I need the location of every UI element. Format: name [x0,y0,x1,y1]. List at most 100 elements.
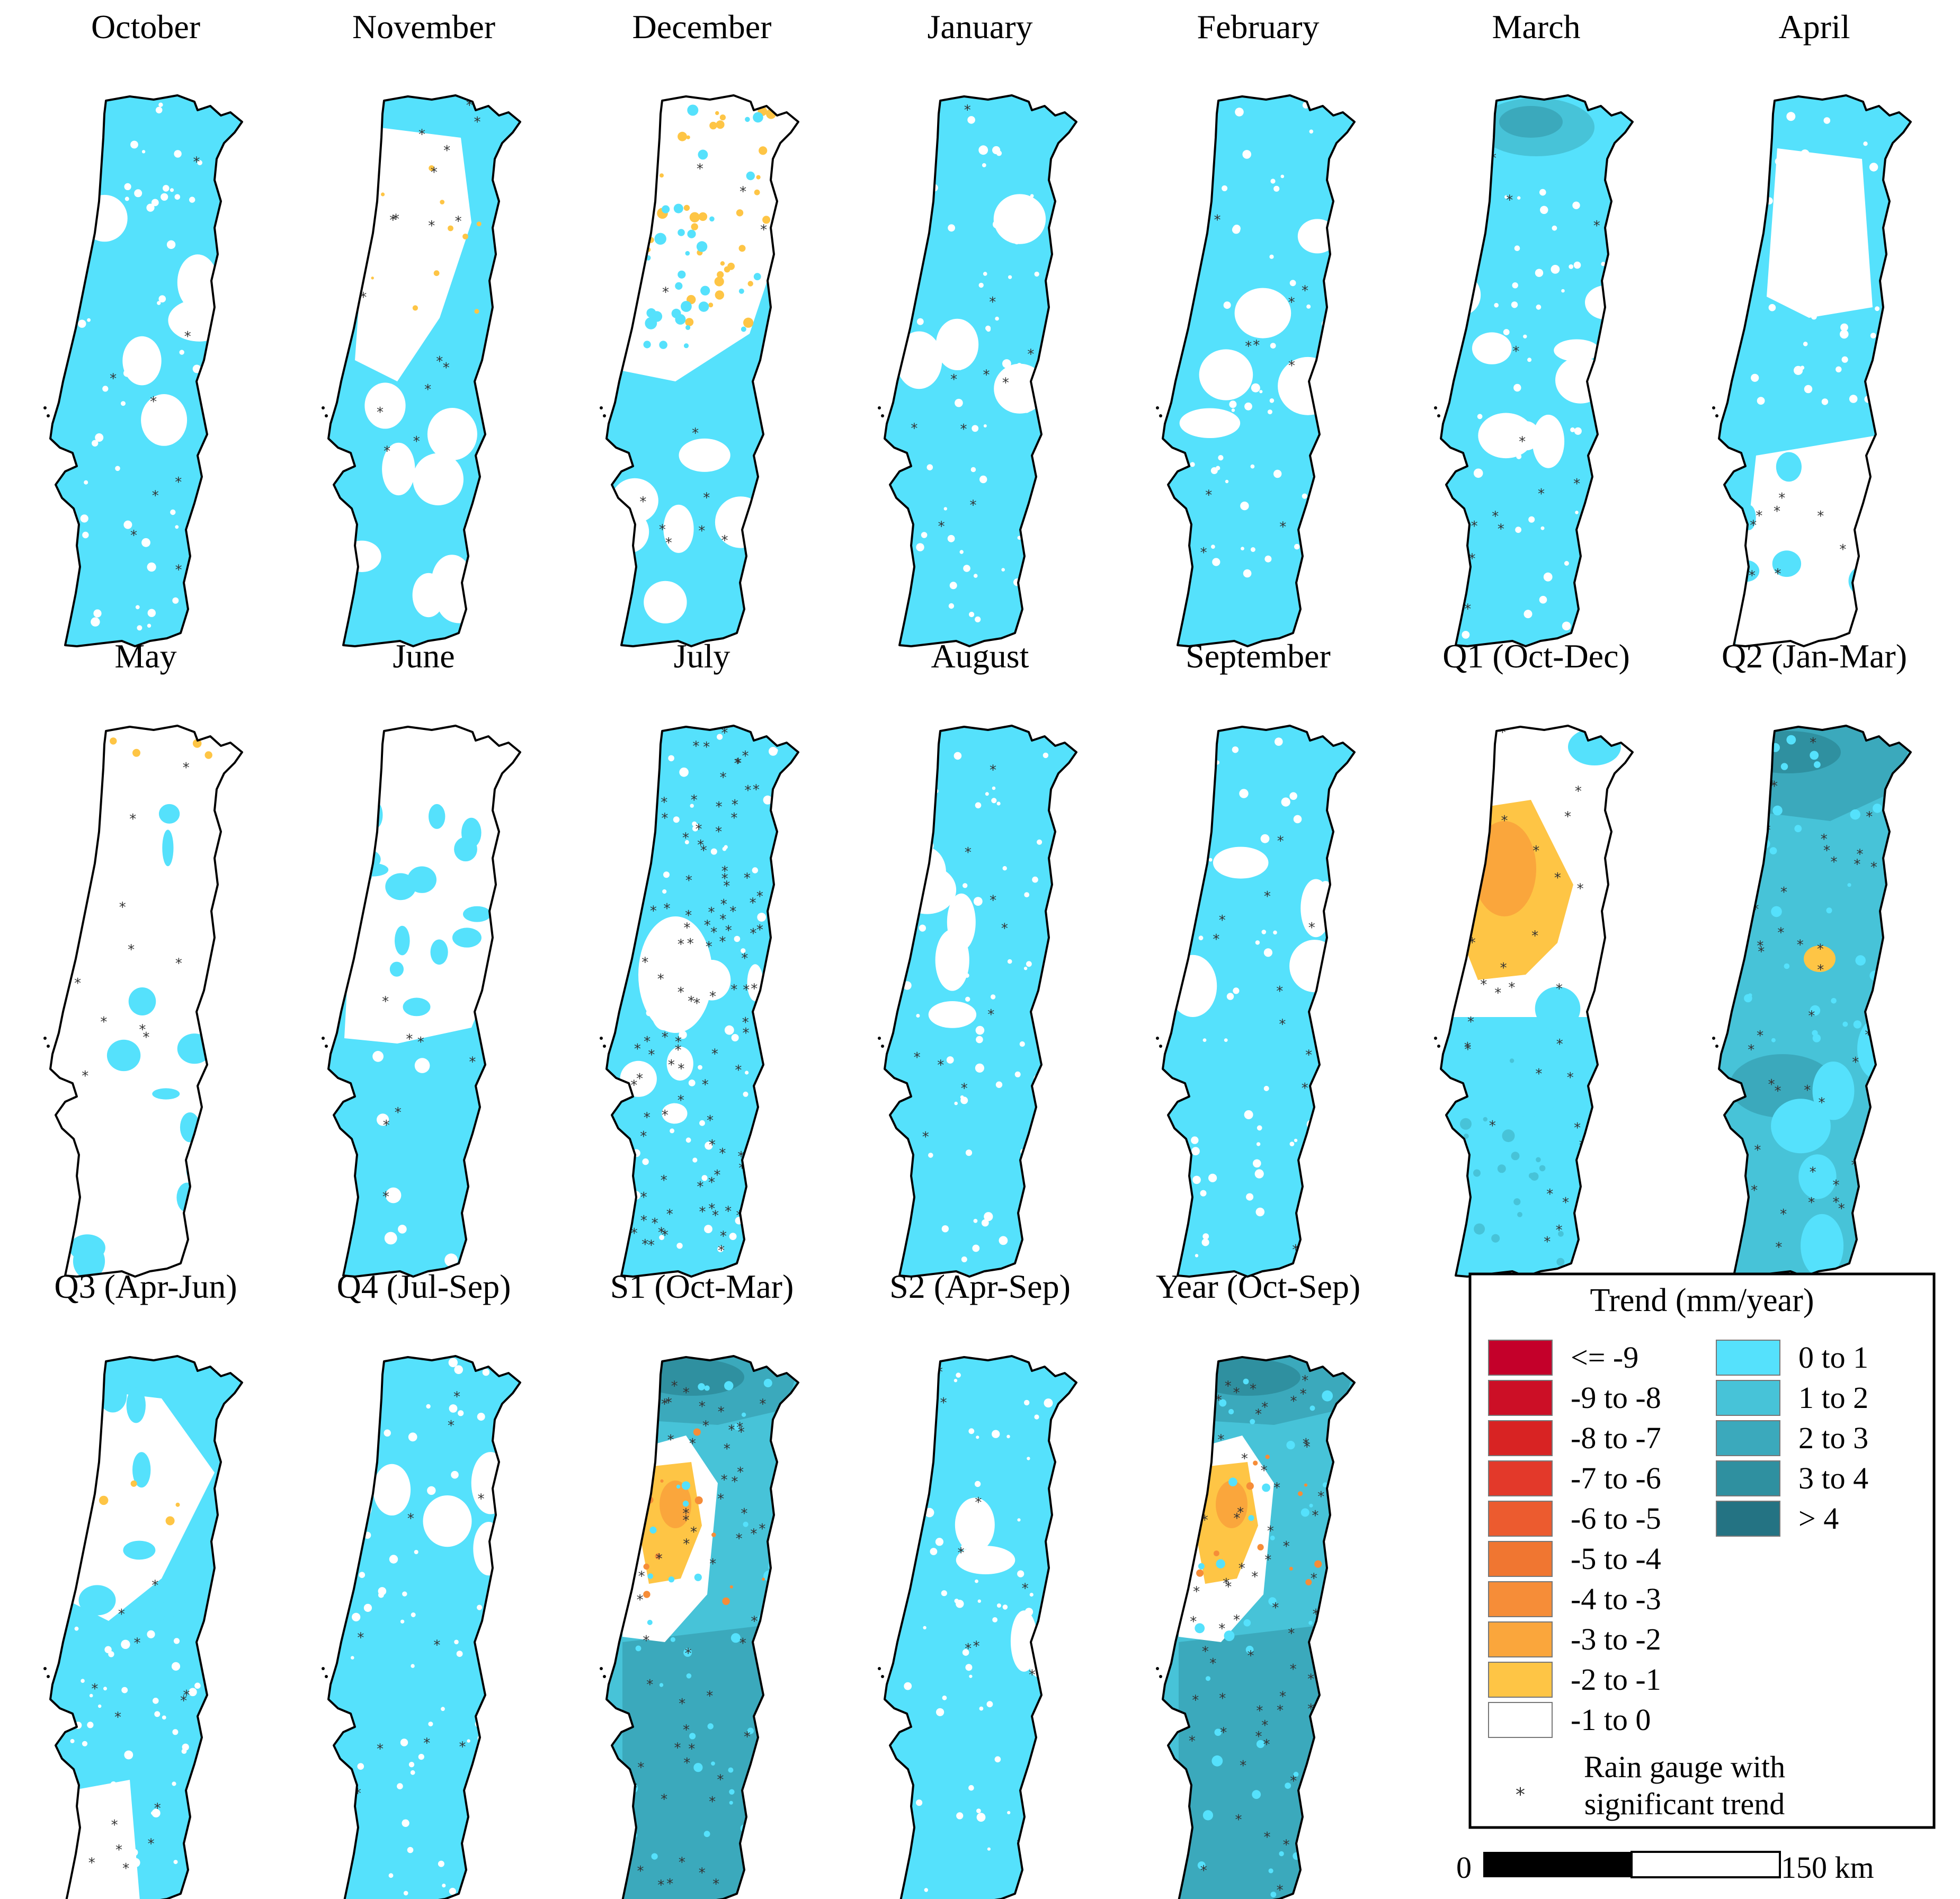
svg-text:*: * [483,1038,490,1054]
svg-text:*: * [1235,1812,1242,1828]
svg-text:*: * [1239,1561,1245,1577]
svg-text:*: * [718,1243,725,1259]
legend-swatch [1488,1541,1553,1577]
svg-text:*: * [661,1791,667,1807]
svg-text:*: * [478,1492,485,1508]
legend-swatch [1716,1501,1780,1537]
svg-text:*: * [139,1022,146,1038]
legend-swatch [1488,1380,1553,1416]
svg-text:*: * [1202,1644,1209,1660]
svg-text:*: * [1749,568,1756,584]
svg-text:*: * [1596,983,1603,999]
svg-text:*: * [1810,735,1816,751]
svg-text:*: * [687,936,694,952]
legend-swatch [1488,1501,1553,1537]
svg-text:*: * [642,955,648,970]
svg-text:*: * [110,371,117,387]
svg-text:*: * [649,728,656,744]
trend-map-panel: ****************************************… [600,725,799,1278]
svg-text:*: * [990,893,996,908]
svg-text:*: * [1564,809,1571,825]
svg-text:*: * [1833,1178,1840,1193]
svg-text:*: * [1290,1662,1297,1678]
svg-text:*: * [736,1531,743,1547]
svg-text:*: * [938,519,945,535]
svg-text:*: * [1593,218,1600,234]
svg-text:*: * [1283,1838,1290,1853]
svg-text:*: * [742,1015,749,1031]
legend-swatch [1488,1340,1553,1376]
svg-text:*: * [1533,843,1539,859]
svg-text:*: * [1464,601,1471,617]
svg-text:*: * [134,1636,141,1652]
svg-text:*: * [1192,1693,1199,1709]
svg-text:*: * [1213,932,1219,948]
svg-text:*: * [744,1729,751,1745]
legend-swatch [1488,1420,1553,1456]
svg-text:*: * [640,1129,647,1145]
svg-text:*: * [662,1227,669,1243]
svg-text:*: * [1288,295,1295,311]
svg-text:*: * [175,562,182,578]
svg-text:*: * [1775,1084,1781,1100]
svg-text:*: * [1751,1183,1758,1199]
svg-text:*: * [704,918,711,934]
svg-text:*: * [742,748,749,764]
svg-text:*: * [1757,938,1763,954]
svg-text:*: * [152,1577,158,1593]
svg-text:*: * [1758,789,1765,805]
svg-text:*: * [708,1201,715,1217]
svg-text:*: * [678,1093,684,1109]
svg-text:*: * [1261,1718,1268,1734]
legend-gauge-label: significant trend [1584,1787,1785,1821]
svg-text:*: * [1264,1552,1271,1568]
svg-text:*: * [731,1474,738,1490]
svg-text:*: * [357,122,363,138]
trend-map-panel: ********** [1156,725,1356,1278]
svg-text:*: * [965,1641,972,1657]
svg-text:*: * [989,295,996,310]
legend-label: > 4 [1798,1501,1839,1536]
svg-text:*: * [644,1034,651,1050]
svg-text:*: * [756,922,763,938]
svg-text:*: * [1255,1407,1262,1423]
panel-title: March [1492,8,1580,46]
svg-text:*: * [1190,1614,1197,1630]
trend-map-panel: ************ [600,94,799,647]
svg-text:*: * [1499,725,1506,741]
svg-text:*: * [661,1173,667,1189]
svg-text:*: * [183,760,190,776]
svg-text:*: * [1489,1118,1496,1134]
svg-text:*: * [407,1511,414,1527]
svg-text:*: * [1218,1621,1225,1637]
svg-text:*: * [661,1397,668,1413]
svg-text:*: * [1302,1373,1308,1389]
svg-text:*: * [699,1204,706,1220]
svg-text:*: * [723,878,730,894]
svg-text:*: * [433,1638,440,1654]
svg-text:*: * [1777,925,1784,941]
svg-text:*: * [1870,860,1877,876]
svg-text:*: * [922,1129,929,1145]
svg-text:*: * [678,937,684,952]
svg-text:*: * [377,1742,384,1758]
svg-text:*: * [725,923,732,939]
svg-text:*: * [88,1855,95,1871]
svg-text:*: * [637,1592,644,1608]
svg-text:*: * [1757,1028,1763,1044]
svg-text:*: * [1498,521,1504,537]
svg-text:*: * [712,1877,719,1893]
svg-text:*: * [1833,1195,1840,1211]
svg-text:*: * [750,1526,757,1542]
svg-text:*: * [1253,337,1260,353]
svg-text:*: * [357,1630,364,1646]
legend-swatch [1716,1420,1780,1456]
svg-text:*: * [689,1436,696,1452]
legend-label: -9 to -8 [1571,1380,1661,1415]
svg-text:*: * [119,900,126,916]
svg-text:*: * [1307,1671,1314,1687]
svg-text:*: * [721,871,728,887]
svg-text:*: * [1768,1077,1775,1093]
panel-title: November [352,8,495,46]
